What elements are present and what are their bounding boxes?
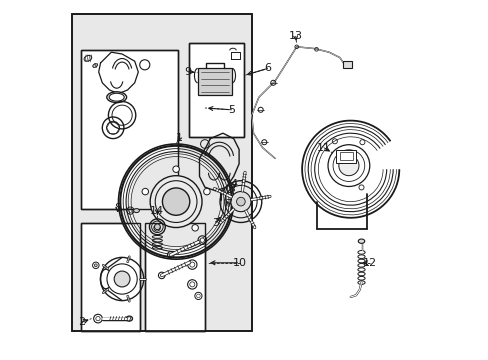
- Circle shape: [114, 271, 130, 287]
- Bar: [81, 223, 140, 331]
- Text: 4: 4: [230, 179, 238, 189]
- Bar: [339, 152, 352, 160]
- Circle shape: [236, 197, 244, 206]
- Text: 14: 14: [150, 206, 164, 216]
- Circle shape: [338, 156, 358, 176]
- Bar: [81, 50, 178, 209]
- Text: 2: 2: [78, 317, 85, 327]
- Circle shape: [162, 188, 189, 215]
- Circle shape: [142, 188, 148, 195]
- Bar: [145, 223, 204, 331]
- Circle shape: [191, 225, 198, 231]
- Ellipse shape: [358, 239, 364, 243]
- Text: 8: 8: [114, 203, 121, 213]
- Circle shape: [150, 176, 202, 228]
- Text: 1: 1: [176, 132, 183, 143]
- Circle shape: [200, 238, 204, 242]
- Ellipse shape: [126, 316, 132, 321]
- Ellipse shape: [133, 209, 139, 212]
- Ellipse shape: [357, 259, 365, 263]
- Text: 6: 6: [264, 63, 271, 73]
- Ellipse shape: [357, 272, 365, 276]
- Text: 9: 9: [184, 67, 191, 77]
- Text: 5: 5: [228, 105, 235, 115]
- Circle shape: [327, 145, 369, 186]
- Bar: [72, 14, 251, 331]
- Text: 12: 12: [362, 258, 376, 268]
- Ellipse shape: [357, 276, 365, 280]
- Circle shape: [154, 224, 160, 230]
- Ellipse shape: [357, 255, 365, 258]
- Ellipse shape: [106, 92, 126, 103]
- Text: 7: 7: [224, 199, 231, 210]
- Bar: [81, 50, 178, 209]
- Ellipse shape: [357, 251, 365, 254]
- Text: 10: 10: [233, 258, 246, 268]
- Circle shape: [131, 157, 221, 247]
- Bar: [188, 43, 244, 137]
- Bar: [81, 223, 140, 331]
- Circle shape: [126, 152, 225, 252]
- Circle shape: [203, 188, 210, 195]
- Bar: [342, 61, 351, 68]
- Text: 11: 11: [316, 143, 330, 153]
- Bar: [197, 68, 232, 95]
- Text: 13: 13: [288, 31, 302, 41]
- Ellipse shape: [357, 264, 365, 267]
- Bar: [145, 223, 204, 331]
- Circle shape: [94, 264, 97, 267]
- Circle shape: [154, 225, 160, 231]
- Circle shape: [230, 192, 250, 212]
- Ellipse shape: [357, 268, 365, 271]
- Bar: [72, 14, 251, 331]
- Circle shape: [172, 166, 179, 172]
- Bar: [188, 43, 244, 137]
- Bar: [336, 150, 355, 163]
- Text: 3: 3: [212, 218, 219, 228]
- Ellipse shape: [357, 281, 365, 284]
